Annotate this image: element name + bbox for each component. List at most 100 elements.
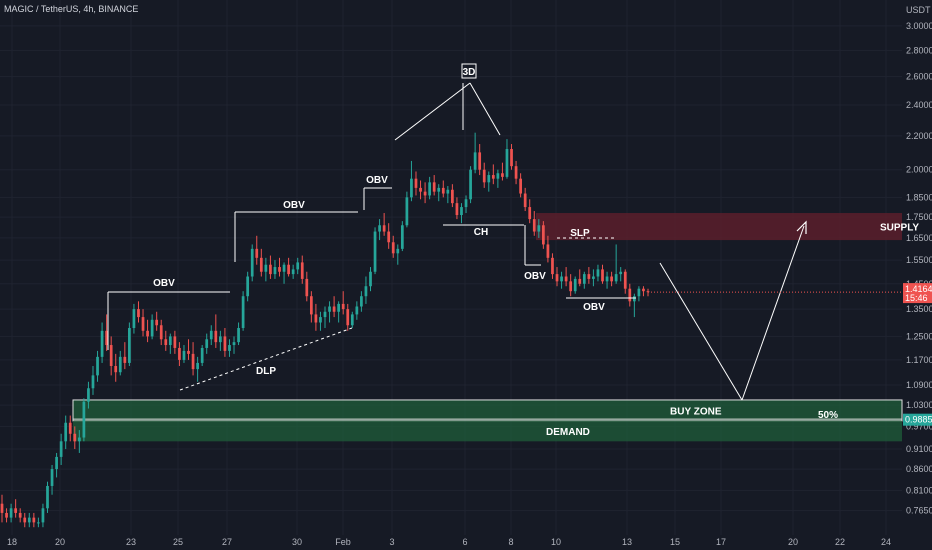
candle-body: [364, 286, 368, 297]
level-marker-value: 0.9885: [905, 415, 932, 425]
candle-body: [560, 276, 563, 282]
price-tick-label: 3.0000: [906, 21, 932, 31]
candle-body: [446, 189, 450, 194]
candle: [18, 508, 22, 523]
candle: [455, 197, 459, 220]
candle: [396, 244, 400, 265]
candle: [437, 184, 441, 202]
candle: [446, 186, 450, 204]
candle-body: [546, 244, 550, 258]
date-tick-label: 20: [55, 537, 65, 547]
candle-body: [542, 225, 545, 245]
slp-label: SLP: [570, 228, 590, 239]
price-axis[interactable]: 3.0000 2.8000 2.6000 2.4000 2.2000 2.0000 1.85…: [903, 21, 932, 516]
candle-body: [487, 175, 491, 183]
candle: [505, 139, 509, 179]
candle: [532, 211, 536, 236]
price-tick-label: 1.6500: [906, 233, 932, 243]
candle-body: [610, 276, 613, 282]
projection-arrowhead: [796, 220, 807, 234]
candle-body: [596, 269, 600, 277]
candle-body: [523, 193, 527, 208]
candle: [109, 336, 113, 376]
candle-body: [37, 522, 40, 524]
candle: [287, 257, 290, 277]
candle-body: [628, 288, 632, 302]
candle: [300, 255, 304, 284]
candle-body: [614, 274, 618, 282]
candle-body: [241, 296, 245, 329]
three-d-box: [461, 63, 477, 79]
buy-zone-label: BUY ZONE: [670, 406, 722, 417]
candle-body: [123, 356, 127, 363]
candle-body: [18, 512, 22, 518]
buy-zone: [72, 399, 903, 422]
candle: [451, 184, 454, 208]
grid-lines: [0, 0, 902, 535]
projection-down: [659, 262, 743, 401]
candle: [560, 271, 563, 289]
candle-body: [632, 296, 636, 302]
candle: [360, 291, 363, 312]
candle: [178, 342, 181, 366]
candle: [487, 171, 491, 192]
candle-body: [77, 437, 81, 442]
date-tick-label: 25: [173, 537, 183, 547]
price-tick-label: 1.7500: [906, 212, 932, 222]
candle: [137, 301, 140, 323]
candle-body: [287, 264, 290, 275]
candle-body: [537, 225, 541, 232]
candle-body: [214, 330, 218, 343]
candle-body: [296, 262, 300, 270]
price-tick-label: 2.6000: [906, 72, 932, 82]
candle-body: [200, 347, 204, 363]
candle-body: [5, 512, 8, 518]
candle: [601, 264, 604, 284]
dlp-label: DLP: [256, 366, 276, 377]
obv-label-3: OBV: [366, 175, 388, 186]
candle: [309, 291, 313, 323]
date-tick-label: 27: [222, 537, 232, 547]
candle-body: [460, 207, 463, 216]
candle: [0, 494, 4, 523]
candle: [96, 350, 99, 382]
symbol-title: MAGIC / TetherUS, 4h, BINANCE: [4, 4, 138, 14]
candle-body: [264, 264, 268, 272]
candle: [637, 286, 641, 302]
candle-body: [501, 173, 504, 177]
date-axis[interactable]: 18 20 23 25 27 30 Feb 3 6 8 10 13 15 17 20 22 24: [7, 537, 891, 547]
candle: [319, 311, 322, 331]
candle-body: [191, 353, 195, 370]
candle-body: [269, 264, 272, 275]
candle-body: [246, 276, 250, 297]
date-tick-label: 6: [462, 537, 467, 547]
candle-body: [278, 267, 281, 272]
candle-body: [305, 278, 309, 297]
candle-body: [100, 330, 104, 357]
candle-body: [250, 248, 254, 277]
candle: [514, 160, 518, 185]
candle-body: [205, 339, 209, 348]
price-tick-label: 1.0900: [906, 380, 932, 390]
candle: [105, 314, 108, 351]
candle-body: [132, 309, 136, 329]
candlestick-series: [0, 132, 650, 528]
date-tick-label: 22: [835, 537, 845, 547]
candle: [628, 283, 632, 307]
candle-body: [469, 169, 472, 200]
candle-body: [237, 328, 240, 343]
candle: [5, 508, 8, 523]
candle-body: [50, 469, 54, 486]
candle: [323, 306, 327, 329]
candle-body: [259, 257, 263, 272]
candle-body: [528, 207, 532, 220]
price-tick-label: 2.2000: [906, 131, 932, 141]
candle: [410, 160, 413, 202]
candle-body: [155, 319, 159, 326]
candle-body: [59, 441, 63, 457]
candle: [387, 223, 391, 249]
candle-body: [337, 303, 341, 312]
candle: [546, 235, 550, 263]
candle-body: [14, 508, 18, 513]
